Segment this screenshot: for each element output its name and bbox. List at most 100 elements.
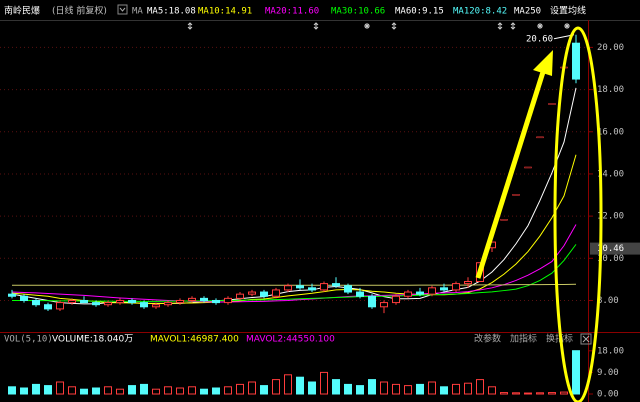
y-tick-label: 10.00 bbox=[597, 254, 624, 264]
volume-bar bbox=[44, 385, 52, 395]
candle-body bbox=[380, 302, 388, 308]
volume-bar bbox=[320, 371, 328, 395]
highlight-ellipse bbox=[553, 26, 603, 402]
volume-legend-item: VOLUME:18.040万 bbox=[52, 335, 133, 345]
volume-bar bbox=[452, 383, 460, 395]
y-tick-label: 18.00 bbox=[597, 346, 624, 356]
candle-body bbox=[548, 103, 556, 105]
candle-body bbox=[104, 302, 112, 306]
volume-bar bbox=[212, 387, 220, 395]
candle-body bbox=[20, 295, 28, 301]
volume-legend-item: MAVOL1:46987.400 bbox=[150, 335, 239, 345]
volume-bar bbox=[32, 383, 40, 395]
volume-bar bbox=[536, 392, 544, 395]
volume-bar bbox=[272, 379, 280, 395]
candle-body bbox=[188, 297, 196, 301]
candle-body bbox=[212, 299, 220, 304]
ma-legend-item: MA250 bbox=[514, 7, 541, 17]
volume-bar bbox=[128, 385, 136, 395]
dropdown-arrow bbox=[119, 7, 126, 12]
volume-bar bbox=[80, 388, 88, 395]
candle-body bbox=[392, 295, 400, 304]
candle-body bbox=[128, 299, 136, 304]
volume-bar bbox=[476, 379, 484, 395]
volume-bar bbox=[296, 376, 304, 395]
y-tick-label: 20.00 bbox=[597, 43, 624, 53]
dropdown-icon[interactable] bbox=[117, 4, 128, 15]
volume-bar bbox=[92, 387, 100, 395]
event-markers bbox=[187, 22, 570, 30]
candle-body bbox=[32, 299, 40, 306]
volume-bar bbox=[500, 392, 508, 395]
volume-bar bbox=[224, 386, 232, 395]
volume-bar bbox=[368, 379, 376, 395]
candle-body bbox=[56, 302, 64, 310]
volume-bar bbox=[116, 388, 124, 395]
y-tick-label: 0.00 bbox=[597, 390, 619, 400]
volume-bar bbox=[176, 387, 184, 395]
candle-body bbox=[332, 283, 340, 287]
y-tick-label: 18.00 bbox=[597, 85, 624, 95]
candle-body bbox=[500, 219, 508, 221]
volume-bar bbox=[572, 350, 580, 395]
candle-body bbox=[164, 302, 172, 306]
volume-bar bbox=[284, 374, 292, 395]
stock-name: 南岭民爆 bbox=[4, 5, 40, 17]
candle-body bbox=[308, 287, 316, 291]
volume-bar bbox=[200, 388, 208, 395]
volume-bar bbox=[140, 383, 148, 395]
volume-bar bbox=[344, 383, 352, 395]
candle-body bbox=[152, 304, 160, 308]
volume-bar bbox=[548, 392, 556, 395]
ma-settings[interactable]: 设置均线 bbox=[550, 5, 586, 17]
current-price-box bbox=[590, 242, 640, 255]
high-label: 20.60 bbox=[526, 34, 553, 44]
volume-bar bbox=[104, 386, 112, 395]
candle-body bbox=[344, 285, 352, 293]
candle-body bbox=[368, 295, 376, 308]
ma-line bbox=[12, 283, 577, 286]
ma-legend-item: MA60:9.15 bbox=[395, 7, 444, 17]
volume-bar bbox=[440, 386, 448, 395]
volume-bar bbox=[332, 379, 340, 395]
trend-arrow-head bbox=[533, 50, 553, 76]
ma-line bbox=[12, 244, 577, 302]
volume-bar bbox=[512, 392, 520, 395]
y-tick-label: 8.00 bbox=[597, 296, 619, 306]
volume-bar bbox=[236, 383, 244, 395]
ma-legend-item: MA120:8.42 bbox=[453, 7, 507, 17]
candle-body bbox=[176, 299, 184, 304]
candle-body bbox=[440, 287, 448, 291]
candle-body bbox=[404, 291, 412, 297]
candle-body bbox=[572, 42, 580, 80]
volume-bar bbox=[56, 381, 64, 395]
volume-bar bbox=[356, 385, 364, 395]
volume-bar bbox=[524, 392, 532, 395]
volume-bar bbox=[260, 385, 268, 395]
volume-bar bbox=[68, 386, 76, 395]
candle-body bbox=[512, 194, 520, 196]
candle-body bbox=[116, 299, 124, 304]
volume-bar bbox=[404, 385, 412, 395]
ma-label: MA bbox=[132, 7, 143, 17]
volume-bar bbox=[416, 383, 424, 395]
candle-body bbox=[296, 285, 304, 289]
volume-bar bbox=[152, 388, 160, 395]
candle-body bbox=[140, 302, 148, 308]
ma-legend-item: MA10:14.91 bbox=[198, 7, 252, 17]
ma-legend-item: MA30:10.66 bbox=[331, 7, 385, 17]
close-icon[interactable] bbox=[580, 333, 592, 345]
chart-mode: (日线 前复权) bbox=[52, 5, 107, 17]
candle-body bbox=[92, 302, 100, 306]
candle-body bbox=[224, 297, 232, 304]
indicator-button[interactable]: 改参数 bbox=[474, 333, 501, 345]
volume-bar bbox=[188, 386, 196, 395]
candle-body bbox=[68, 299, 76, 304]
y-tick-label: 16.00 bbox=[597, 127, 624, 137]
volume-bar bbox=[380, 381, 388, 395]
plot: MA5:18.08 MA10:14.91 MA20:11.60 MA30:10.66 M… bbox=[0, 7, 640, 400]
indicator-button[interactable]: 加指标 bbox=[510, 333, 537, 345]
